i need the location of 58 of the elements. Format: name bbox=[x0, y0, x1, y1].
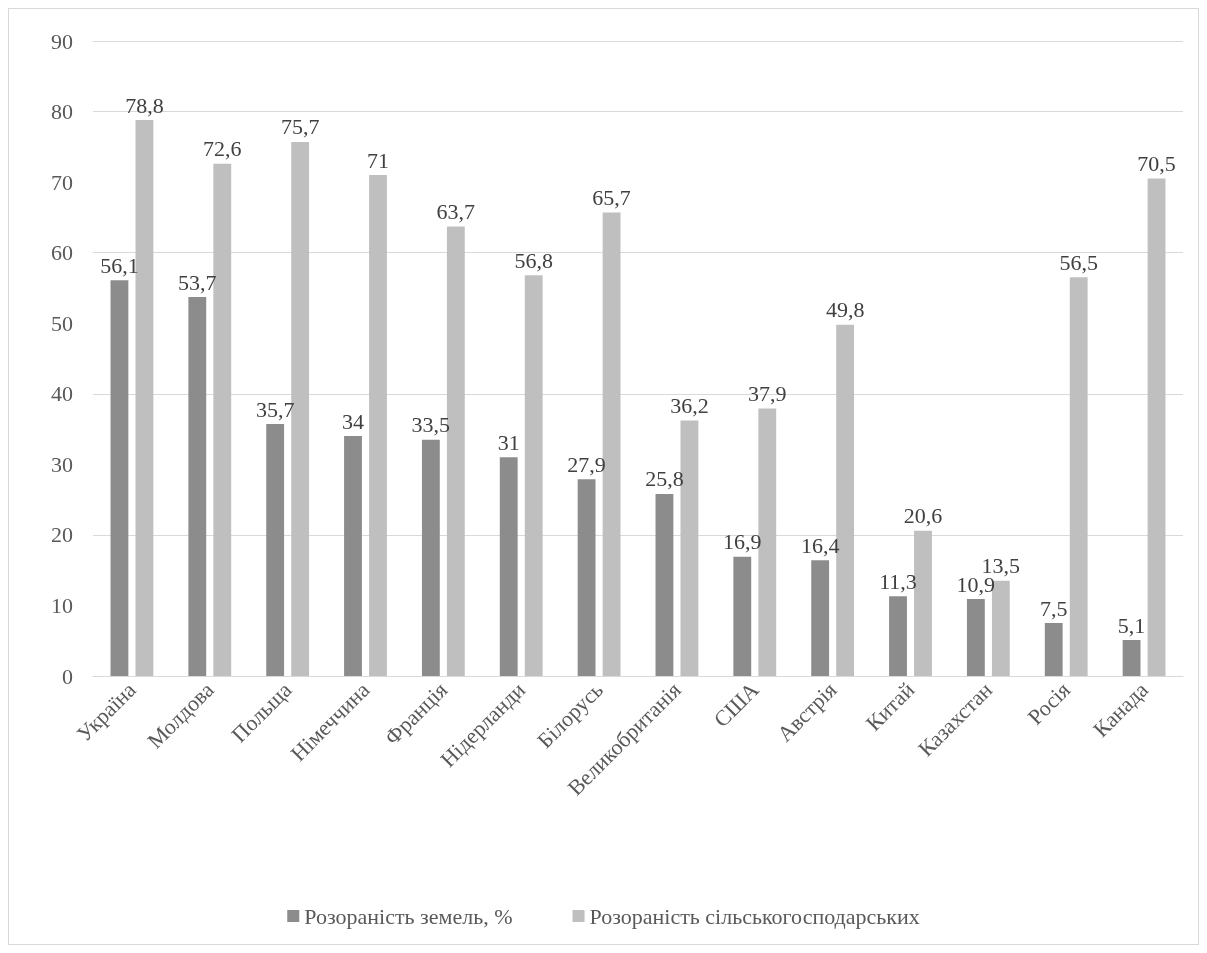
bar bbox=[188, 297, 207, 676]
data-label: 16,9 bbox=[723, 529, 762, 555]
bar bbox=[369, 175, 387, 676]
bar bbox=[733, 556, 752, 676]
bar bbox=[655, 493, 674, 676]
bar bbox=[1147, 178, 1166, 676]
data-label: 49,8 bbox=[825, 297, 865, 323]
bar bbox=[110, 280, 129, 676]
data-label: 20,6 bbox=[903, 503, 943, 529]
data-label: 13,5 bbox=[981, 553, 1021, 579]
bar bbox=[344, 436, 362, 676]
data-label: 34 bbox=[342, 408, 365, 434]
data-label: 35,7 bbox=[255, 396, 295, 422]
bar bbox=[421, 439, 440, 676]
y-tick-label: 20 bbox=[51, 522, 73, 548]
y-tick-label: 30 bbox=[51, 451, 73, 477]
y-tick-label: 80 bbox=[51, 99, 73, 125]
data-label: 70,5 bbox=[1137, 151, 1176, 177]
data-label: 5,1 bbox=[1117, 612, 1146, 638]
data-label: 25,8 bbox=[645, 466, 684, 492]
data-label: 31 bbox=[497, 429, 520, 455]
data-label: 56,1 bbox=[100, 252, 139, 278]
bar bbox=[811, 560, 830, 676]
y-tick-label: 50 bbox=[51, 310, 73, 336]
bar bbox=[889, 596, 907, 676]
bar bbox=[914, 530, 932, 676]
data-label: 7,5 bbox=[1039, 595, 1068, 621]
data-label: 65,7 bbox=[592, 184, 631, 210]
data-label: 11,3 bbox=[879, 568, 917, 594]
y-tick-label: 90 bbox=[51, 28, 73, 54]
legend-label: Розораність сільськогосподарських bbox=[589, 903, 920, 929]
y-tick-label: 70 bbox=[51, 169, 73, 195]
bar bbox=[524, 275, 543, 676]
data-label: 56,5 bbox=[1059, 249, 1098, 275]
data-label: 71 bbox=[366, 147, 389, 173]
bar bbox=[266, 424, 285, 676]
y-tick-label: 0 bbox=[62, 663, 73, 689]
bar bbox=[1069, 277, 1088, 676]
bar bbox=[966, 599, 985, 676]
bar bbox=[1044, 623, 1063, 676]
y-tick-label: 40 bbox=[51, 381, 73, 407]
bar bbox=[499, 457, 518, 676]
data-label: 16,4 bbox=[800, 532, 840, 558]
data-label: 53,7 bbox=[178, 269, 217, 295]
data-label: 56,8 bbox=[514, 247, 553, 273]
data-label: 37,9 bbox=[748, 381, 787, 407]
data-label: 36,2 bbox=[670, 393, 709, 419]
data-label: 72,6 bbox=[203, 136, 242, 162]
data-label: 78,8 bbox=[125, 92, 164, 118]
legend-label: Розораність земель, % bbox=[304, 903, 513, 929]
data-label: 27,9 bbox=[567, 451, 606, 477]
y-tick-label: 60 bbox=[51, 240, 73, 266]
data-label: 33,5 bbox=[411, 412, 451, 438]
y-tick-label: 10 bbox=[51, 592, 73, 618]
bar bbox=[1122, 640, 1141, 676]
data-label: 63,7 bbox=[436, 199, 476, 225]
data-label: 75,7 bbox=[280, 114, 320, 140]
bar bbox=[577, 479, 596, 676]
